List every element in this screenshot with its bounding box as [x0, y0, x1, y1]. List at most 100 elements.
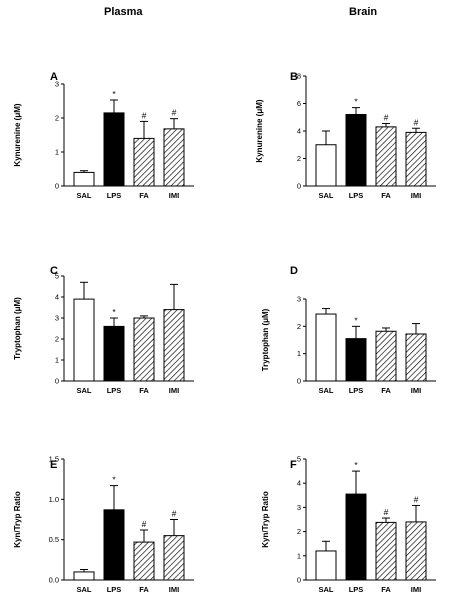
- y-tick-label: 8: [297, 72, 301, 81]
- category-label: IMI: [411, 585, 421, 594]
- category-label: SAL: [319, 386, 334, 395]
- bar-sal: [73, 171, 95, 187]
- significance-marker: #: [384, 112, 389, 122]
- panel-letter: E: [50, 459, 57, 471]
- y-tick-label: 5: [55, 272, 59, 281]
- y-tick-label: 3: [55, 314, 59, 323]
- category-label: LPS: [107, 585, 122, 594]
- bar-sal: [315, 550, 337, 581]
- significance-marker: *: [112, 475, 116, 485]
- bar-lps: [103, 325, 125, 382]
- y-tick-label: 1.5: [49, 455, 59, 464]
- y-tick-label: 3: [297, 295, 301, 304]
- category-label: IMI: [169, 585, 179, 594]
- category-label: FA: [381, 386, 391, 395]
- panel-F: 0 1 2 3 4 5 Kyn/Tryp Ratio F SAL * LPS # FA # IMI: [261, 455, 436, 594]
- y-tick-label: 1.0: [49, 495, 59, 504]
- bar-imi: [163, 535, 185, 581]
- y-tick-label: 1: [55, 356, 59, 365]
- y-tick-label: 0.5: [49, 535, 59, 544]
- significance-marker: *: [112, 89, 116, 99]
- category-label: SAL: [319, 585, 334, 594]
- y-axis-label: Kynurenine (μM): [255, 99, 264, 162]
- y-tick-label: 3: [55, 80, 59, 89]
- bar-sal: [73, 571, 95, 581]
- y-axis-label: Kyn/Tryp Ratio: [261, 491, 270, 548]
- category-label: LPS: [107, 386, 122, 395]
- panel-letter: F: [290, 459, 297, 471]
- category-label: FA: [381, 585, 391, 594]
- panel-letter: A: [50, 71, 58, 83]
- bar-fa: [133, 137, 155, 187]
- bar-lps: [345, 338, 367, 382]
- y-tick-label: 1: [55, 148, 59, 157]
- significance-marker: #: [142, 110, 147, 120]
- panel-A: 0 1 2 3 Kynurenine (μM) A SAL * LPS # FA # IMI: [13, 71, 194, 200]
- significance-marker: *: [112, 307, 116, 317]
- category-label: IMI: [411, 191, 421, 200]
- significance-marker: #: [142, 519, 147, 529]
- category-label: IMI: [169, 386, 179, 395]
- category-label: IMI: [411, 386, 421, 395]
- bar-imi: [405, 131, 427, 187]
- category-label: LPS: [349, 585, 364, 594]
- category-label: SAL: [77, 191, 92, 200]
- brain-column-title: Brain: [349, 6, 378, 18]
- significance-marker: #: [172, 509, 177, 519]
- y-tick-label: 1: [297, 349, 301, 358]
- y-tick-label: 1: [297, 551, 301, 560]
- y-tick-label: 0: [55, 377, 59, 386]
- y-tick-label: 2: [55, 114, 59, 123]
- y-tick-label: 3: [297, 503, 301, 512]
- panel-C: 0 1 2 3 4 5 Tryptophan (μM) C SAL * LPS FA IMI: [13, 265, 194, 395]
- category-label: FA: [139, 585, 149, 594]
- panel-E: 0.0 0.5 1.0 1.5 Kyn/Tryp Ratio E SAL * LPS # FA # IM…: [13, 455, 194, 594]
- panel-letter: B: [290, 71, 298, 83]
- y-axis-label: Kynurenine (μM): [13, 103, 22, 166]
- y-axis-label: Kyn/Tryp Ratio: [13, 491, 22, 548]
- y-axis-label: Tryptophan (μM): [261, 308, 270, 371]
- panel-D: 0 1 2 3 Tryptophan (μM) D SAL * LPS FA IMI: [261, 265, 436, 395]
- y-tick-label: 0: [297, 576, 301, 585]
- bar-fa: [375, 521, 397, 581]
- bar-lps: [103, 112, 125, 187]
- significance-marker: *: [354, 97, 358, 107]
- category-label: FA: [139, 386, 149, 395]
- panel-B: 0 2 4 6 8 Kynurenine (μM) B SAL * LPS # FA # IMI: [255, 71, 436, 200]
- bar-imi: [405, 333, 427, 382]
- bar-imi: [163, 128, 185, 187]
- panel-letter: D: [290, 265, 298, 277]
- bar-sal: [315, 144, 337, 187]
- significance-marker: #: [172, 108, 177, 118]
- y-tick-label: 2: [55, 335, 59, 344]
- significance-marker: #: [414, 494, 419, 504]
- category-label: FA: [381, 191, 391, 200]
- bar-fa: [375, 330, 397, 382]
- bar-sal: [73, 298, 95, 382]
- bar-lps: [103, 509, 125, 581]
- y-tick-label: 4: [297, 127, 301, 136]
- y-tick-label: 4: [297, 479, 301, 488]
- bar-fa: [375, 126, 397, 187]
- category-label: SAL: [77, 585, 92, 594]
- category-label: FA: [139, 191, 149, 200]
- bar-fa: [133, 541, 155, 581]
- y-axis-label: Tryptophan (μM): [13, 297, 22, 360]
- category-label: LPS: [107, 191, 122, 200]
- bar-imi: [163, 309, 185, 382]
- plasma-column-title: Plasma: [104, 6, 143, 18]
- y-tick-label: 0.0: [49, 576, 59, 585]
- y-tick-label: 6: [297, 99, 301, 108]
- y-tick-label: 0: [297, 182, 301, 191]
- significance-marker: *: [354, 460, 358, 470]
- significance-marker: #: [414, 117, 419, 127]
- category-label: SAL: [319, 191, 334, 200]
- y-tick-label: 2: [297, 527, 301, 536]
- category-label: LPS: [349, 191, 364, 200]
- y-tick-label: 2: [297, 154, 301, 163]
- panel-letter: C: [50, 265, 58, 277]
- y-tick-label: 5: [297, 455, 301, 464]
- significance-marker: *: [354, 315, 358, 325]
- bar-fa: [133, 317, 155, 382]
